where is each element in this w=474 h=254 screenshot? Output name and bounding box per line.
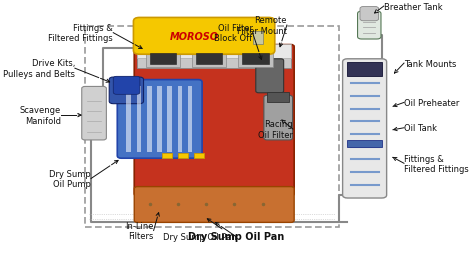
FancyBboxPatch shape bbox=[357, 12, 381, 40]
Text: Tank Mounts: Tank Mounts bbox=[404, 59, 456, 68]
Text: Drive Kits,
Pulleys and Belts: Drive Kits, Pulleys and Belts bbox=[3, 59, 75, 78]
FancyBboxPatch shape bbox=[109, 78, 144, 104]
FancyBboxPatch shape bbox=[134, 187, 294, 223]
Bar bbox=[267, 93, 289, 103]
Text: Fittings &
Filtered Fittings: Fittings & Filtered Fittings bbox=[48, 24, 113, 43]
Text: Dry Sump Oil Pan: Dry Sump Oil Pan bbox=[188, 231, 284, 241]
Bar bbox=[347, 62, 382, 76]
Bar bbox=[167, 87, 172, 152]
FancyBboxPatch shape bbox=[343, 59, 387, 198]
Bar bbox=[238, 51, 273, 68]
Bar bbox=[127, 87, 131, 152]
Bar bbox=[188, 87, 192, 152]
Text: MOROSO: MOROSO bbox=[170, 31, 219, 42]
Text: Oil Tank: Oil Tank bbox=[404, 124, 437, 133]
Bar bbox=[150, 54, 176, 64]
Text: Scavenge
Manifold: Scavenge Manifold bbox=[19, 106, 61, 125]
Bar bbox=[162, 153, 172, 158]
Text: Oil Filter
Block Off: Oil Filter Block Off bbox=[214, 24, 253, 43]
Bar bbox=[253, 32, 263, 45]
Bar bbox=[157, 87, 162, 152]
Bar bbox=[137, 47, 291, 69]
FancyBboxPatch shape bbox=[264, 96, 292, 140]
Text: Dry Sump Oil Pan: Dry Sump Oil Pan bbox=[163, 232, 237, 241]
Bar bbox=[137, 45, 291, 59]
Text: Dry Sump
Oil Pump: Dry Sump Oil Pump bbox=[49, 169, 91, 188]
Text: Breather Tank: Breather Tank bbox=[384, 3, 442, 11]
Text: Racing
Oil Filter: Racing Oil Filter bbox=[258, 120, 293, 139]
Text: Oil Preheater: Oil Preheater bbox=[404, 99, 459, 107]
Bar bbox=[243, 54, 269, 64]
FancyBboxPatch shape bbox=[134, 18, 275, 55]
FancyBboxPatch shape bbox=[256, 59, 283, 93]
Text: Fittings &
Filtered Fittings: Fittings & Filtered Fittings bbox=[404, 154, 469, 173]
Bar bbox=[192, 51, 226, 68]
FancyBboxPatch shape bbox=[360, 8, 379, 22]
FancyBboxPatch shape bbox=[113, 77, 140, 95]
Bar bbox=[178, 153, 188, 158]
Bar bbox=[194, 153, 204, 158]
FancyBboxPatch shape bbox=[117, 80, 202, 158]
Bar bbox=[147, 87, 152, 152]
Bar bbox=[85, 27, 339, 227]
Bar bbox=[196, 54, 222, 64]
Bar bbox=[137, 87, 141, 152]
Bar bbox=[178, 87, 182, 152]
FancyBboxPatch shape bbox=[82, 87, 106, 140]
Bar bbox=[146, 51, 180, 68]
Text: Remote
Filter Mount: Remote Filter Mount bbox=[237, 16, 287, 36]
Bar bbox=[347, 141, 382, 147]
Text: In-Line
Filters: In-Line Filters bbox=[125, 221, 154, 240]
FancyBboxPatch shape bbox=[134, 45, 294, 196]
